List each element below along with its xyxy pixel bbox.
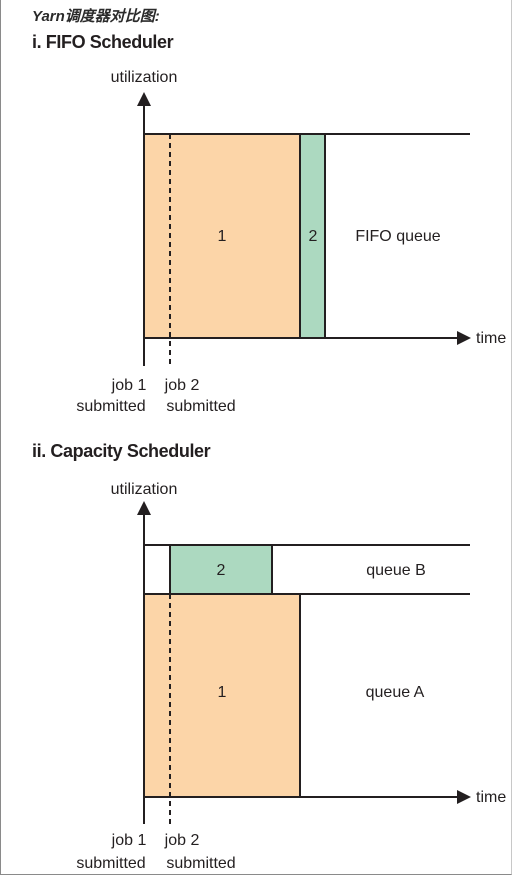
fifo-job2-block <box>299 133 326 339</box>
fifo-scheduler-diagram: utilization time 1 2 FIFO queue job 1 su… <box>76 69 506 415</box>
capacity-scheduler-diagram: utilization time 2 queue B 1 queue A job… <box>76 481 506 872</box>
fifo-job1-marker-line2: submitted <box>76 398 145 415</box>
fifo-job2-marker-line1: job 2 <box>164 377 200 394</box>
capacity-job1-marker-line2: submitted <box>76 855 145 872</box>
capacity-job1-label: 1 <box>218 684 227 701</box>
capacity-queue-a-label: queue A <box>366 684 425 701</box>
fifo-queue-label: FIFO queue <box>355 228 440 245</box>
fifo-section-title: i. FIFO Scheduler <box>32 32 174 52</box>
fifo-y-axis-arrow <box>137 92 151 106</box>
capacity-y-axis-label: utilization <box>111 481 178 498</box>
capacity-job1-marker-line1: job 1 <box>111 832 147 849</box>
capacity-y-axis-arrow <box>137 501 151 515</box>
fifo-job1-label: 1 <box>218 228 227 245</box>
fifo-job1-marker-line1: job 1 <box>111 377 147 394</box>
capacity-x-axis-arrow <box>457 790 471 804</box>
capacity-section-title: ii. Capacity Scheduler <box>32 441 211 461</box>
capacity-queue-b-label: queue B <box>366 562 426 579</box>
fifo-job2-marker-line2: submitted <box>166 398 235 415</box>
fifo-x-axis-label: time <box>476 330 506 347</box>
page-heading: Yarn调度器对比图: <box>32 8 160 25</box>
fifo-job2-label: 2 <box>309 228 318 245</box>
capacity-job2-label: 2 <box>217 562 226 579</box>
fifo-y-axis-label: utilization <box>111 69 178 86</box>
capacity-job2-marker-line2: submitted <box>166 855 235 872</box>
fifo-x-axis-arrow <box>457 331 471 345</box>
capacity-job2-marker-line1: job 2 <box>164 832 200 849</box>
capacity-x-axis-label: time <box>476 789 506 806</box>
